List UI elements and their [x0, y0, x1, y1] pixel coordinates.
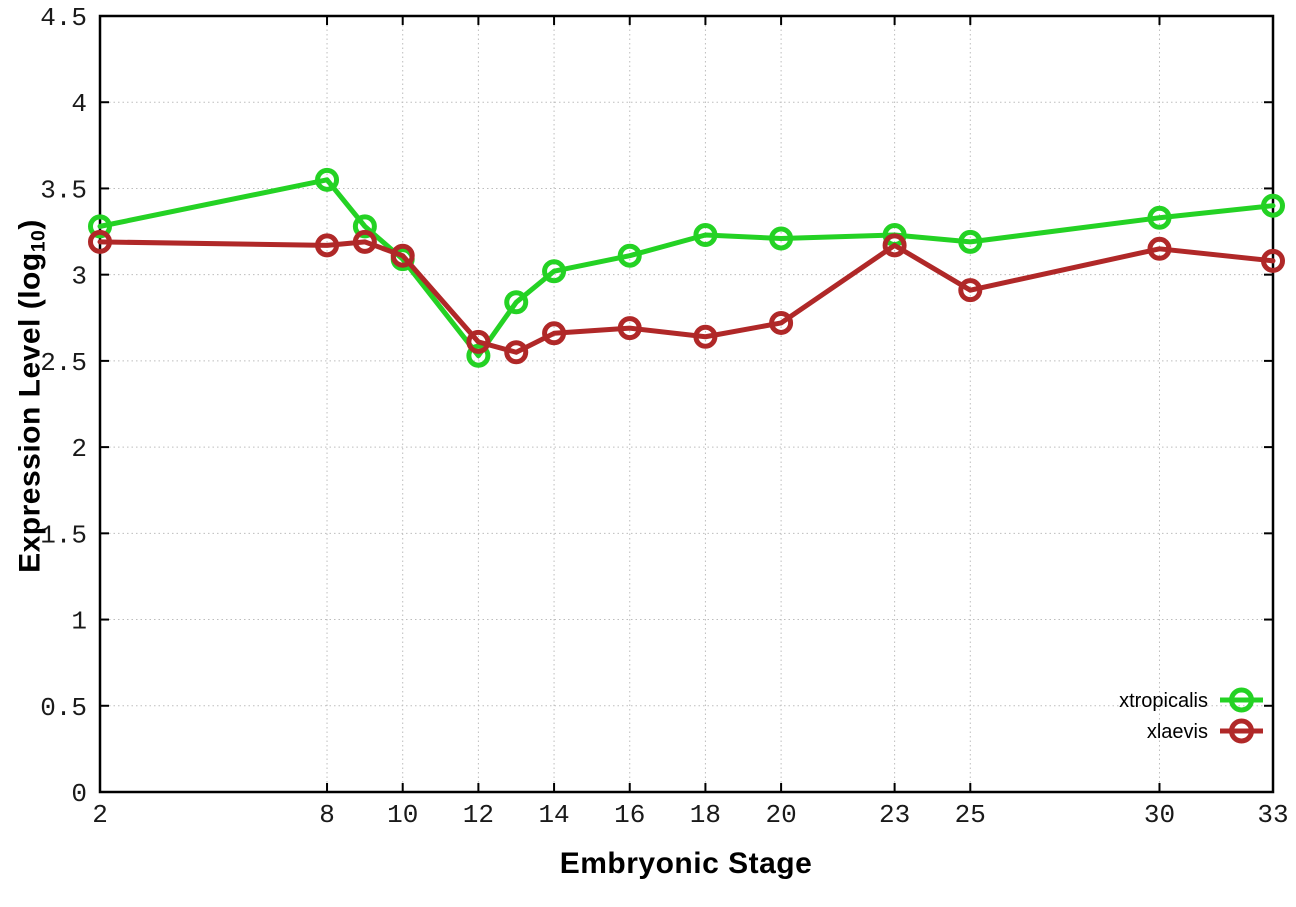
data-point-xlaevis [88, 229, 112, 254]
series-line-xtropicalis [97, 177, 1276, 359]
y-tick-label: 1.5 [40, 520, 87, 550]
y-tick-label: 0.5 [40, 693, 87, 723]
data-point-xlaevis [958, 278, 983, 303]
x-tick-label: 2 [92, 800, 108, 830]
data-point-xtropicalis [352, 214, 377, 239]
data-point-xtropicalis [1261, 193, 1285, 218]
data-point-xlaevis [504, 340, 529, 365]
data-point-xtropicalis [315, 167, 340, 192]
data-point-xlaevis [466, 329, 491, 354]
data-point-xtropicalis [769, 226, 794, 251]
y-tick-label: 2 [71, 434, 87, 464]
legend-label-xlaevis: xlaevis [1147, 721, 1208, 743]
x-tick-label: 30 [1144, 800, 1175, 830]
data-point-xlaevis [1261, 248, 1285, 273]
data-point-xtropicalis [1147, 205, 1172, 230]
data-point-xlaevis [693, 324, 718, 349]
series-line-xlaevis [97, 239, 1276, 355]
y-tick-label: 4 [71, 89, 87, 119]
data-point-xlaevis [769, 310, 794, 335]
plot-border [98, 14, 1275, 794]
data-point-xlaevis [1147, 236, 1172, 261]
data-point-xlaevis [542, 321, 567, 346]
data-point-xlaevis [390, 243, 415, 268]
y-tick-label: 4.5 [40, 3, 87, 33]
data-point-xtropicalis [88, 214, 112, 239]
x-tick-label: 25 [955, 800, 986, 830]
y-tick-label: 2.5 [40, 348, 87, 378]
data-point-xlaevis [352, 229, 377, 254]
data-point-xlaevis [315, 233, 340, 258]
y-axis-title-close: ) [13, 219, 47, 230]
data-point-xlaevis [617, 316, 642, 341]
y-tick-label: 0 [71, 779, 87, 809]
x-tick-label: 10 [387, 800, 418, 830]
x-tick-label: 18 [690, 800, 721, 830]
y-axis-title-text: Expression Level (log [13, 252, 47, 573]
legend-sample-marker-xlaevis [1229, 718, 1254, 744]
y-tick-label: 3.5 [40, 175, 87, 205]
y-axis-title: Expression Level (log10) [14, 219, 51, 573]
x-tick-label: 12 [463, 800, 494, 830]
data-point-xlaevis [882, 233, 907, 258]
legend-sample-marker-xtropicalis [1229, 687, 1254, 713]
y-tick-label: 1 [71, 607, 87, 637]
y-tick-label: 3 [71, 262, 87, 292]
y-axis-title-subscript: 10 [27, 229, 50, 253]
x-tick-label: 23 [879, 800, 910, 830]
x-tick-label: 33 [1257, 800, 1288, 830]
x-tick-label: 20 [765, 800, 796, 830]
data-point-xtropicalis [504, 290, 529, 315]
x-tick-label: 16 [614, 800, 645, 830]
x-tick-label: 14 [538, 800, 569, 830]
data-point-xtropicalis [958, 229, 983, 254]
legend-label-xtropicalis: xtropicalis [1119, 690, 1208, 712]
data-point-xtropicalis [466, 343, 491, 368]
x-tick-label: 8 [319, 800, 335, 830]
data-point-xtropicalis [542, 259, 567, 284]
x-axis-title: Embryonic Stage [559, 847, 813, 880]
data-point-xtropicalis [617, 243, 642, 268]
data-point-xtropicalis [693, 223, 718, 248]
